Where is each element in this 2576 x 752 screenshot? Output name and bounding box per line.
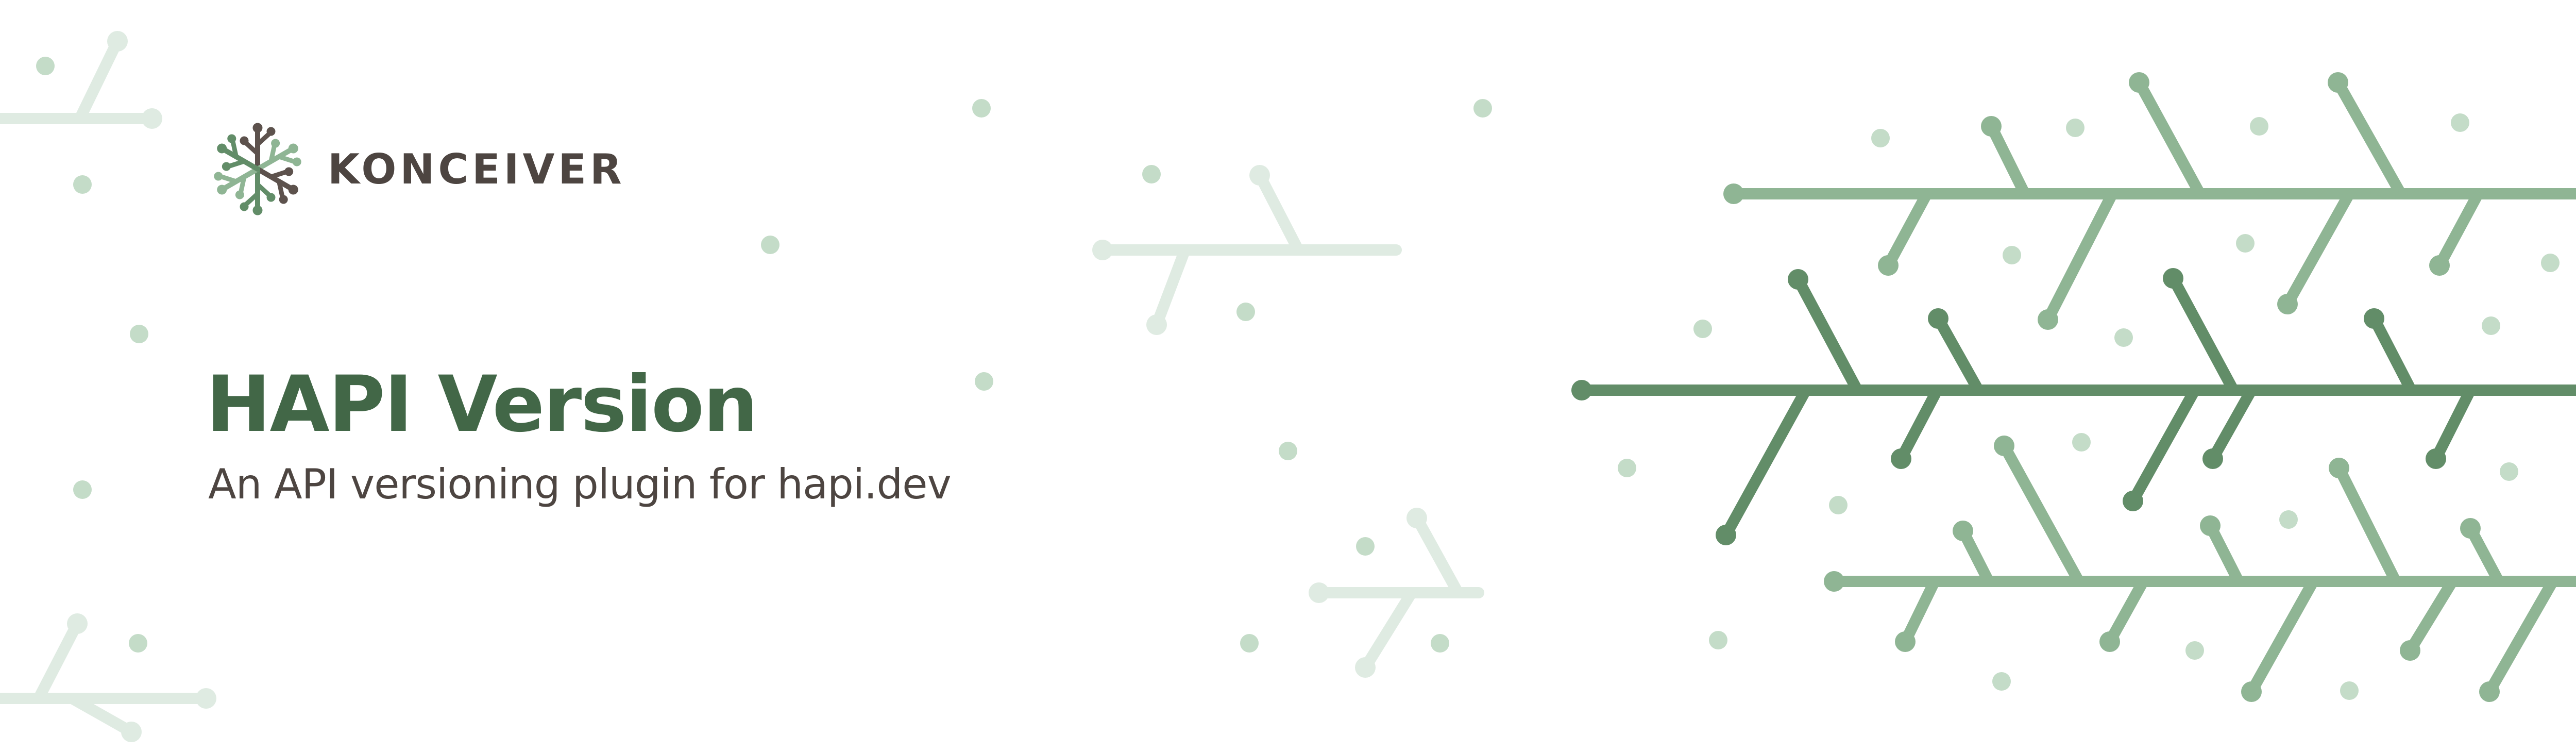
- page-subtitle: An API versioning plugin for hapi.dev: [208, 460, 952, 508]
- brand-name: KONCEIVER: [328, 145, 625, 193]
- dark-nodes: [1571, 268, 2446, 545]
- faint-nodes: [67, 31, 1427, 742]
- brand-logo: KONCEIVER: [206, 118, 625, 221]
- faint-branches: [0, 36, 1484, 738]
- dark-branches: [1576, 273, 2576, 541]
- page-title: HAPI Version: [206, 360, 758, 449]
- snowflake-tree-icon: [206, 118, 309, 221]
- mid-nodes: [1723, 72, 2500, 702]
- mid-branches: [1728, 77, 2576, 697]
- scattered-dots: [36, 57, 2560, 700]
